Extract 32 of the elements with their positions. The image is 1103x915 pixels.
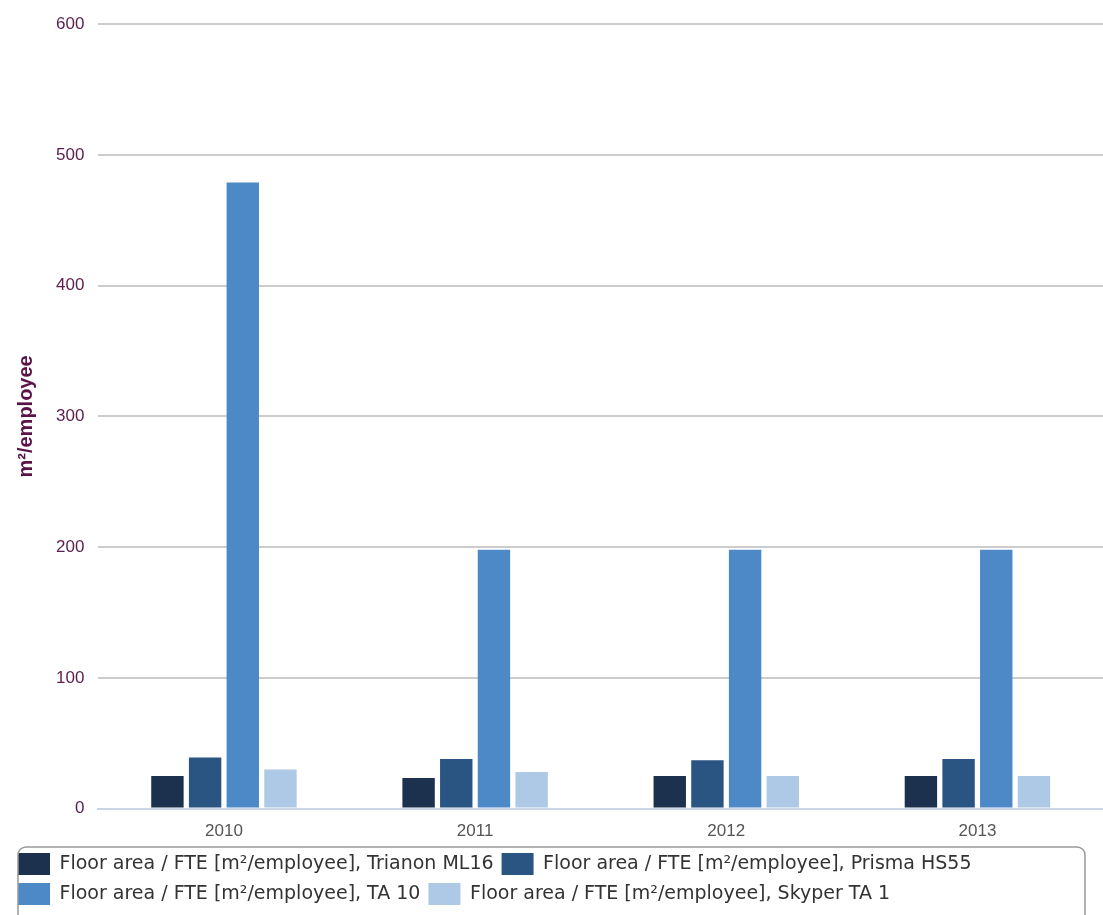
bar <box>766 775 799 808</box>
y-tick-label: 100 <box>55 667 85 687</box>
bar <box>728 549 762 808</box>
y-tick-label: 200 <box>55 536 85 556</box>
bar <box>151 775 184 808</box>
x-tick-label: 2010 <box>205 821 243 841</box>
y-tick-label: 300 <box>55 406 85 426</box>
y-axis-title: m²/employee <box>13 355 36 478</box>
bar <box>515 772 548 808</box>
legend-label: Floor area / FTE [m²/employee], Prisma HS55 <box>543 850 972 873</box>
x-tick-label: 2011 <box>456 821 494 841</box>
y-tick-label: 400 <box>55 275 85 295</box>
bar <box>691 760 724 808</box>
bar <box>226 182 259 808</box>
bar <box>1017 775 1051 808</box>
x-tick-label: 2013 <box>958 821 997 841</box>
bar <box>904 775 938 808</box>
bar <box>188 757 222 808</box>
bar <box>980 549 1013 808</box>
x-tick-label: 2012 <box>707 821 746 841</box>
legend-label: Floor area / FTE [m²/employee], Skyper TA 1 <box>469 880 891 903</box>
y-tick-label: 500 <box>55 144 85 164</box>
bar <box>653 775 686 808</box>
y-tick-label: 0 <box>74 798 85 818</box>
y-tick-label: 600 <box>55 13 85 33</box>
legend-label: Floor area / FTE [m²/employee], Trianon ML16 <box>59 850 494 873</box>
bar <box>402 777 435 808</box>
bar <box>264 769 297 808</box>
legend-label: Floor area / FTE [m²/employee], TA 10 <box>59 880 421 903</box>
bar <box>477 549 511 808</box>
bar <box>440 758 473 808</box>
bar <box>942 758 975 808</box>
